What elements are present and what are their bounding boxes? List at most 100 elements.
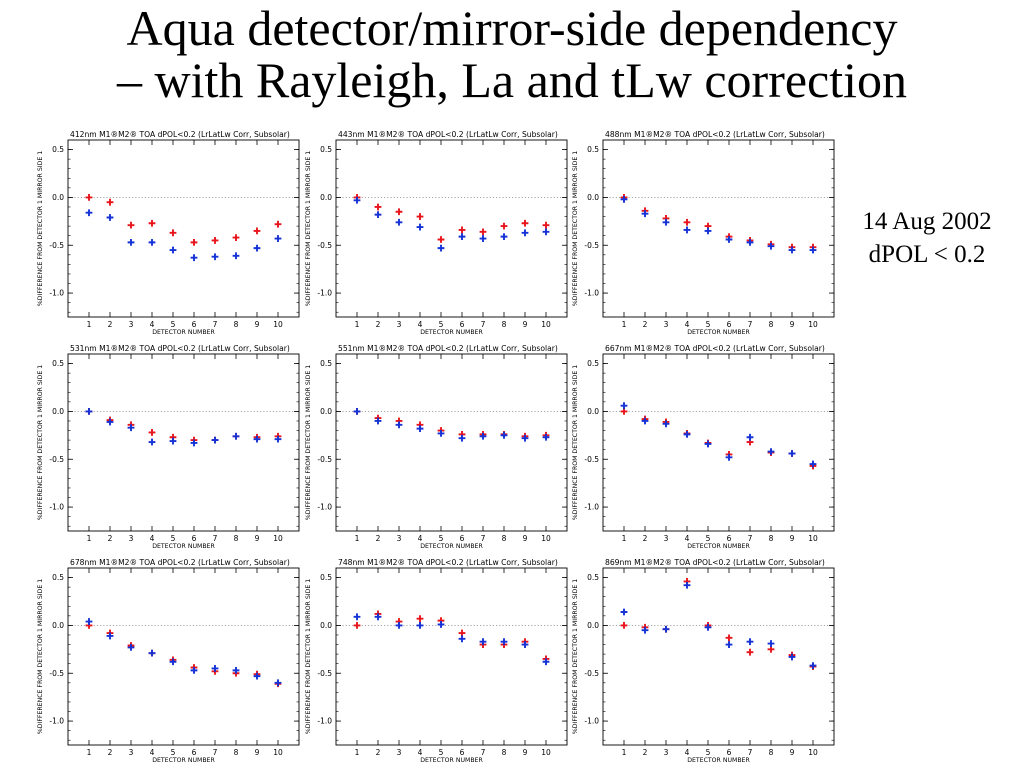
mirror-side-2-point xyxy=(85,618,93,625)
mirror-side-2-point xyxy=(620,608,628,616)
x-tick-label: 5 xyxy=(171,320,176,329)
mirror-side-2-point xyxy=(641,626,649,634)
x-tick-label: 6 xyxy=(460,534,465,543)
mirror-side-2-point xyxy=(253,672,261,680)
plot-frame xyxy=(602,353,835,532)
x-tick-label: 3 xyxy=(129,320,134,329)
x-tick-label: 1 xyxy=(355,534,360,543)
mirror-side-2-point xyxy=(106,632,114,640)
plot-frame xyxy=(602,139,835,318)
x-tick-label: 5 xyxy=(439,534,444,543)
x-tick-label: 5 xyxy=(171,534,176,543)
mirror-side-1-point xyxy=(416,615,424,623)
x-tick-label: 2 xyxy=(376,534,381,543)
mirror-side-1-point xyxy=(169,229,177,237)
series-2-markers xyxy=(85,618,282,687)
mirror-side-2-point xyxy=(353,196,361,204)
x-tick-label: 2 xyxy=(376,320,381,329)
x-tick-label: 6 xyxy=(727,534,732,543)
x-tick-label: 3 xyxy=(397,534,402,543)
mirror-side-1-point xyxy=(479,228,487,236)
y-tick-label: -1.0 xyxy=(317,717,332,726)
x-tick-label: 7 xyxy=(481,320,486,329)
mirror-side-1-point xyxy=(683,218,691,226)
mirror-side-1-point xyxy=(458,226,466,234)
y-axis-label: %DIFFERENCE FROM DETECTOR 1 MIRROR SIDE … xyxy=(572,151,579,306)
y-tick-label: 0.5 xyxy=(320,573,332,582)
series-2-markers xyxy=(353,408,550,442)
x-tick-label: 1 xyxy=(87,748,92,757)
x-tick-label: 3 xyxy=(397,748,402,757)
panel-title: 551nm M1®M2® TOA dPOL<0.2 (LrLatLw Corr,… xyxy=(338,344,558,353)
y-tick-label: 0.5 xyxy=(587,145,599,154)
x-tick-label: 3 xyxy=(664,320,669,329)
series-1-markers xyxy=(620,194,817,251)
x-axis-label: DETECTOR NUMBER xyxy=(687,329,750,336)
panel-title: 412nm M1®M2® TOA dPOL<0.2 (LrLatLw Corr,… xyxy=(70,130,290,139)
mirror-side-2-point xyxy=(85,408,93,415)
x-tick-label: 2 xyxy=(643,748,648,757)
mirror-side-2-point xyxy=(767,448,775,455)
mirror-side-2-point xyxy=(500,431,508,439)
mirror-side-2-point xyxy=(746,638,754,646)
y-tick-label: -0.5 xyxy=(49,241,64,250)
mirror-side-2-point xyxy=(253,244,261,252)
mirror-side-2-point xyxy=(148,649,156,657)
mirror-side-2-point xyxy=(274,235,282,242)
mirror-side-2-point xyxy=(437,621,445,628)
mirror-side-2-point xyxy=(725,453,733,461)
mirror-side-2-point xyxy=(169,437,177,445)
mirror-side-2-point xyxy=(500,638,508,646)
slide-title-line-1: Aqua detector/mirror-side dependency xyxy=(126,0,898,56)
series-1-markers xyxy=(85,622,282,688)
mirror-side-2-point xyxy=(148,238,156,246)
mirror-side-2-point xyxy=(683,430,691,438)
y-tick-label: 0.5 xyxy=(320,145,332,154)
mirror-side-2-point xyxy=(809,662,817,669)
x-tick-label: 4 xyxy=(150,748,155,757)
mirror-side-2-point xyxy=(521,229,529,237)
mirror-side-2-point xyxy=(274,679,282,687)
plot-panel: 869nm M1®M2® TOA dPOL<0.2 (LrLatLw Corr,… xyxy=(572,558,835,764)
x-tick-label: 9 xyxy=(523,534,528,543)
mirror-side-2-point xyxy=(542,433,550,441)
x-axis-label: DETECTOR NUMBER xyxy=(420,757,483,764)
series-2-markers xyxy=(620,195,817,254)
mirror-side-1-point xyxy=(353,622,361,629)
mirror-side-2-point xyxy=(190,666,198,674)
x-tick-label: 9 xyxy=(255,534,260,543)
x-axis-label: DETECTOR NUMBER xyxy=(152,329,215,336)
mirror-side-2-point xyxy=(374,417,382,425)
y-tick-label: 0.0 xyxy=(52,621,64,630)
mirror-side-1-point xyxy=(437,236,445,243)
mirror-side-2-point xyxy=(479,432,487,440)
mirror-side-2-point xyxy=(253,435,261,443)
mirror-side-2-point xyxy=(374,613,382,621)
series-2-markers xyxy=(353,196,550,252)
x-tick-label: 7 xyxy=(213,748,218,757)
mirror-side-2-point xyxy=(641,417,649,425)
mirror-side-2-point xyxy=(127,238,135,246)
y-tick-label: -0.5 xyxy=(584,241,599,250)
x-tick-label: 8 xyxy=(769,320,774,329)
x-tick-label: 5 xyxy=(706,748,711,757)
y-tick-label: 0.5 xyxy=(587,573,599,582)
mirror-side-2-point xyxy=(479,638,487,646)
y-tick-label: 0.0 xyxy=(320,621,332,630)
x-tick-label: 7 xyxy=(481,534,486,543)
mirror-side-1-point xyxy=(106,198,114,206)
x-tick-label: 4 xyxy=(418,320,423,329)
x-tick-label: 6 xyxy=(460,748,465,757)
mirror-side-2-point xyxy=(232,432,240,440)
x-tick-label: 6 xyxy=(727,320,732,329)
x-tick-label: 6 xyxy=(192,534,197,543)
mirror-side-2-point xyxy=(788,450,796,457)
x-axis-label: DETECTOR NUMBER xyxy=(687,543,750,550)
y-tick-label: -0.5 xyxy=(584,669,599,678)
x-tick-label: 8 xyxy=(234,320,239,329)
mirror-side-2-point xyxy=(148,438,156,446)
y-tick-label: -1.0 xyxy=(584,503,599,512)
mirror-side-1-point xyxy=(85,194,93,201)
mirror-side-2-point xyxy=(106,214,114,221)
